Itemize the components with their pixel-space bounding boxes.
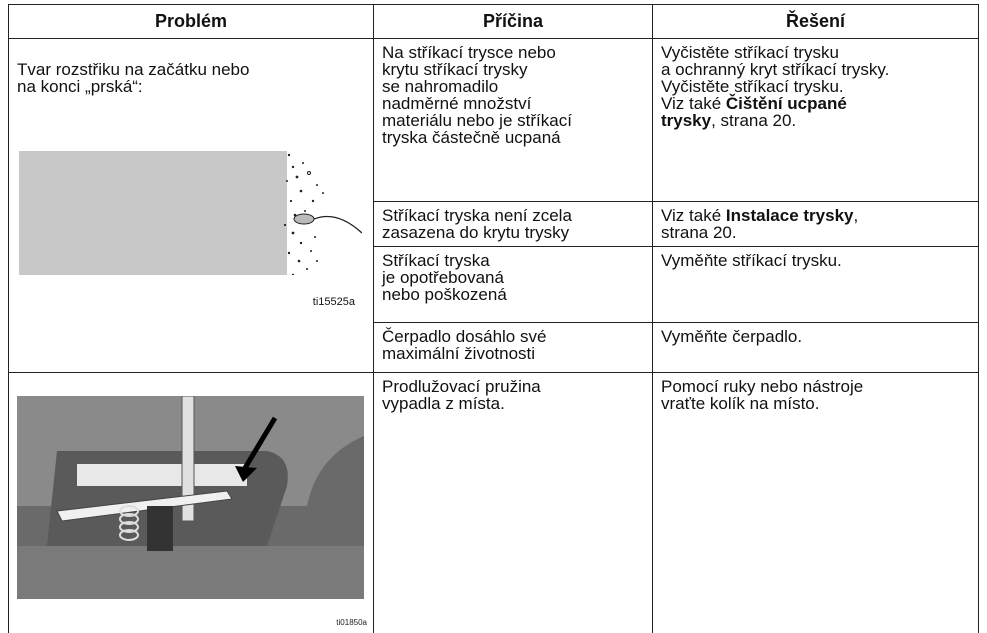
header-cell: Příčina [374,5,653,39]
row: ti01850a Prodlužovací pružina vypadla z … [9,373,979,633]
solution-cell: Vyčistěte stříkací trysku a ochranný kry… [653,39,979,202]
image-caption: ti01850a [336,614,367,631]
troubleshooting-table: Problém Příčina Řešení Tvar rozstřiku na… [8,4,979,633]
image-caption: ti15525a [17,294,365,311]
header-cell: Řešení [653,5,979,39]
cause-cell: Čerpadlo dosáhlo své maximální životnost… [374,323,653,373]
page: Problém Příčina Řešení Tvar rozstřiku na… [0,0,987,581]
cause-cell: Prodlužovací pružina vypadla z místa. [374,373,653,633]
solution-cell: Vyměňte čerpadlo. [653,323,979,373]
solution-cell: Vyměňte stříkací trysku. [653,247,979,323]
cause-cell: Stříkací tryska je opotřebovaná nebo poš… [374,247,653,323]
problem-cell: ti01850a [9,373,374,633]
problem-cell: Tvar rozstřiku na začátku nebo na konci … [9,39,374,373]
problem-text: Tvar rozstřiku na začátku nebo na konci … [17,61,365,95]
solution-cell: Viz také Instalace trysky, strana 20. [653,202,979,247]
header-row: Problém Příčina Řešení [9,5,979,39]
solution-cell: Pomocí ruky nebo nástroje vraťte kolík n… [653,373,979,633]
row: Tvar rozstřiku na začátku nebo na konci … [9,39,979,202]
spring-photo [17,396,364,599]
cause-cell: Stříkací tryska není zcela zasazena do k… [374,202,653,247]
cause-cell: Na stříkací trysce nebo krytu stříkací t… [374,39,653,202]
solution-reference: Instalace trysky [726,206,854,225]
solution-text: , strana 20. [711,111,796,130]
spray-illustration [17,115,362,275]
header-cell: Problém [9,5,374,39]
